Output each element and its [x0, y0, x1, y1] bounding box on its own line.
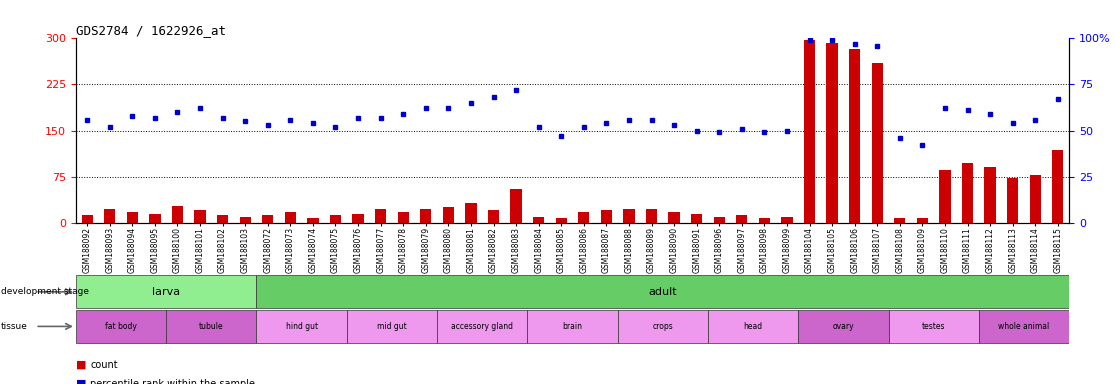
Bar — [76, 275, 257, 308]
Text: testes: testes — [922, 322, 945, 331]
Bar — [257, 275, 1069, 308]
Text: tubule: tubule — [199, 322, 223, 331]
Bar — [708, 310, 798, 343]
Bar — [804, 40, 815, 223]
Bar — [150, 214, 161, 223]
Bar — [330, 215, 341, 223]
Bar — [217, 215, 229, 223]
Text: adult: adult — [648, 287, 677, 297]
Bar — [600, 210, 612, 223]
Bar — [827, 43, 838, 223]
Bar — [940, 170, 951, 223]
Bar — [172, 205, 183, 223]
Bar — [894, 218, 905, 223]
Bar — [375, 209, 386, 223]
Text: larva: larva — [152, 287, 181, 297]
Bar — [624, 209, 635, 223]
Bar — [353, 214, 364, 223]
Bar — [916, 218, 929, 223]
Text: whole animal: whole animal — [999, 322, 1050, 331]
Text: percentile rank within the sample: percentile rank within the sample — [90, 379, 256, 384]
Bar — [510, 189, 521, 223]
Bar — [166, 310, 257, 343]
Bar — [781, 217, 792, 223]
Bar — [849, 49, 860, 223]
Text: ■: ■ — [76, 379, 86, 384]
Bar — [76, 310, 166, 343]
Bar — [397, 212, 408, 223]
Bar — [528, 310, 617, 343]
Text: crops: crops — [653, 322, 673, 331]
Bar — [1030, 175, 1041, 223]
Bar — [127, 212, 138, 223]
Text: hind gut: hind gut — [286, 322, 318, 331]
Bar — [194, 210, 205, 223]
Text: development stage: development stage — [1, 287, 89, 296]
Bar — [737, 215, 748, 223]
Bar — [81, 215, 93, 223]
Bar — [240, 217, 251, 223]
Text: tissue: tissue — [1, 322, 28, 331]
Bar — [646, 209, 657, 223]
Text: brain: brain — [562, 322, 583, 331]
Bar — [668, 212, 680, 223]
Bar — [437, 310, 528, 343]
Bar — [104, 209, 115, 223]
Bar — [257, 310, 347, 343]
Bar — [888, 310, 979, 343]
Text: fat body: fat body — [105, 322, 137, 331]
Bar — [617, 310, 708, 343]
Bar — [556, 218, 567, 223]
Bar — [984, 167, 995, 223]
Bar — [488, 210, 499, 223]
Bar — [691, 214, 702, 223]
Bar — [962, 162, 973, 223]
Bar — [1007, 179, 1018, 223]
Bar — [347, 310, 437, 343]
Bar — [713, 217, 725, 223]
Bar — [759, 218, 770, 223]
Bar — [443, 207, 454, 223]
Bar — [979, 310, 1069, 343]
Bar — [262, 215, 273, 223]
Text: count: count — [90, 360, 118, 370]
Bar — [1052, 150, 1064, 223]
Bar — [533, 217, 545, 223]
Text: ■: ■ — [76, 360, 86, 370]
Bar — [872, 63, 883, 223]
Text: accessory gland: accessory gland — [451, 322, 513, 331]
Text: GDS2784 / 1622926_at: GDS2784 / 1622926_at — [76, 24, 225, 37]
Text: mid gut: mid gut — [377, 322, 407, 331]
Bar — [578, 212, 589, 223]
Bar — [285, 212, 296, 223]
Text: ovary: ovary — [833, 322, 854, 331]
Text: head: head — [743, 322, 762, 331]
Bar — [465, 203, 477, 223]
Bar — [798, 310, 888, 343]
Bar — [420, 209, 432, 223]
Bar — [307, 218, 318, 223]
